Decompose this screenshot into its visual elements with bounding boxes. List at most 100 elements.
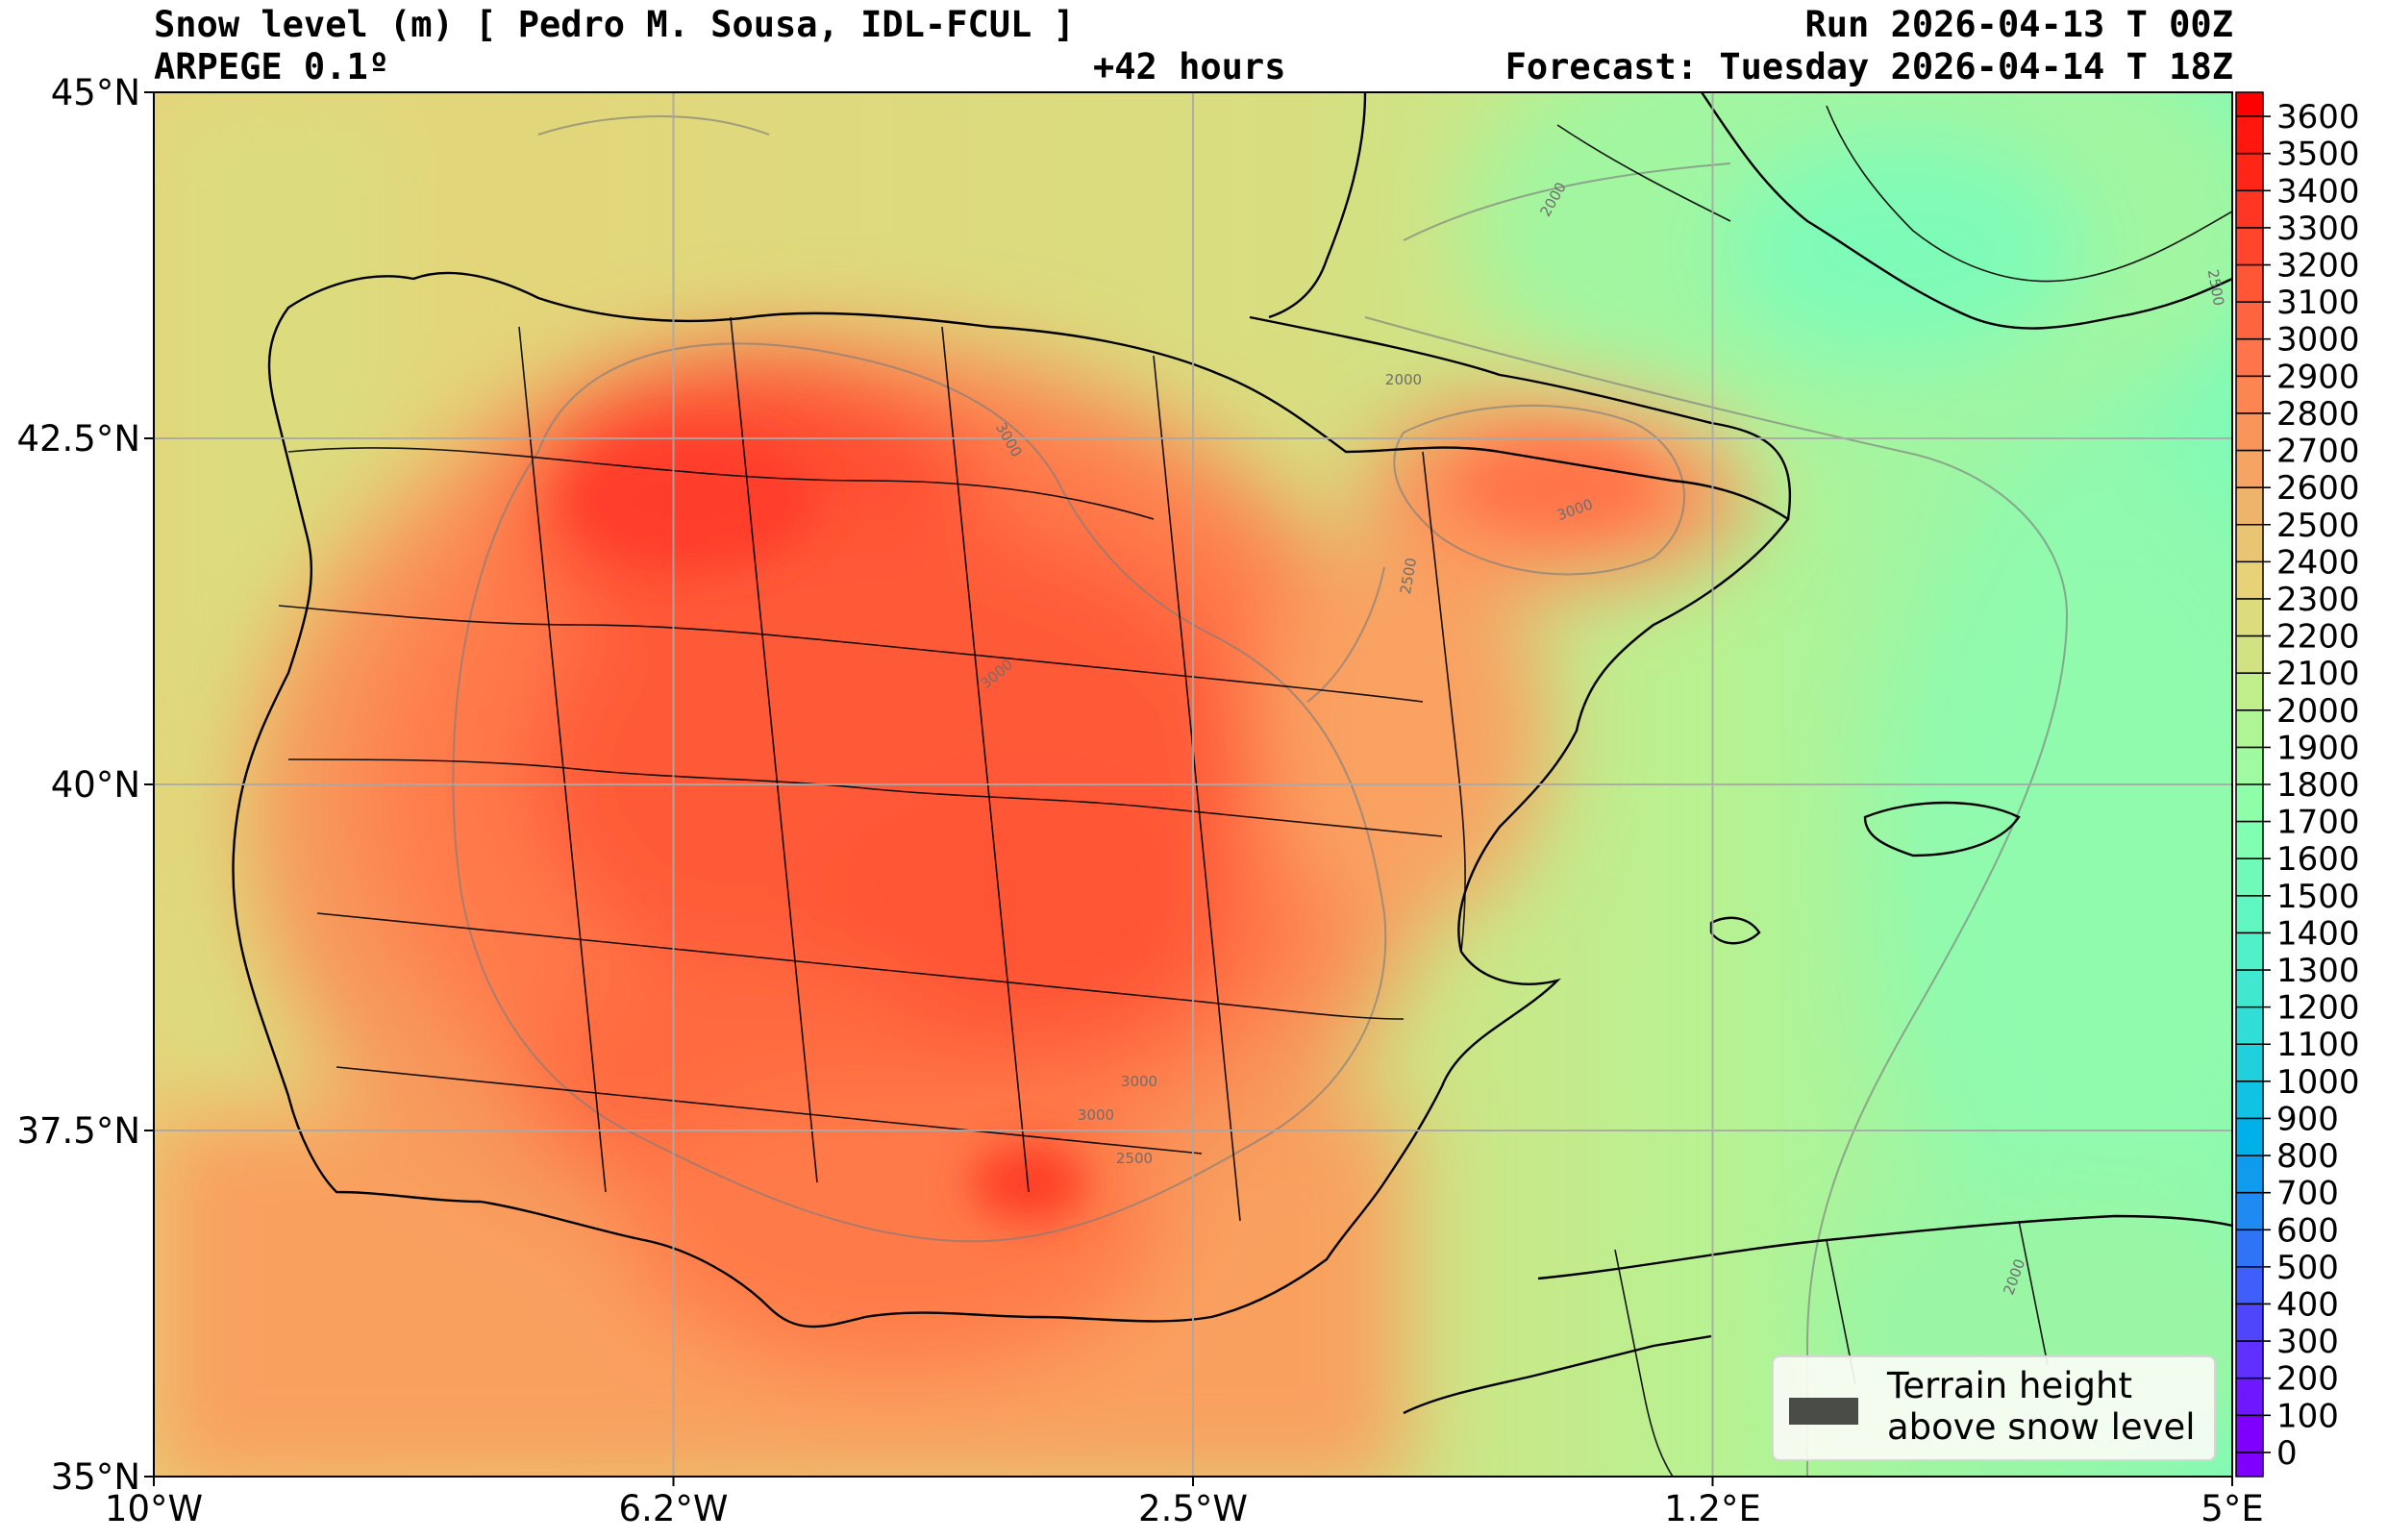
figure-title: Snow level (m) [ Pedro M. Sousa, IDL-FCU… [154, 4, 1075, 45]
contour-label: 2000 [1385, 371, 1422, 388]
colorbar-tick-label: 1500 [2276, 878, 2360, 916]
colorbar-tick-label: 1100 [2276, 1026, 2360, 1064]
colorbar-swatch [2236, 1230, 2263, 1268]
colorbar-tick-label: 1800 [2276, 766, 2360, 805]
snow-level-field: 3000300025002000300030002000250020003000… [154, 92, 2232, 1477]
colorbar-swatch [2236, 636, 2263, 675]
colorbar-swatch [2236, 561, 2263, 600]
colorbar-tick-label: 2100 [2276, 655, 2360, 693]
lead-time-label: +42 hours [1093, 46, 1286, 87]
colorbar-swatch [2236, 413, 2263, 452]
colorbar-swatch [2236, 1081, 2263, 1120]
colorbar-tick-label: 3500 [2276, 136, 2360, 174]
colorbar-swatch [2236, 190, 2263, 229]
colorbar-swatch [2236, 1415, 2263, 1453]
colorbar-tick-label: 3300 [2276, 210, 2360, 248]
colorbar-tick-label: 500 [2276, 1249, 2339, 1287]
colorbar-swatch [2236, 1193, 2263, 1231]
lon-tick-label: 6.2°W [619, 1488, 729, 1529]
colorbar-tick-label: 2200 [2276, 618, 2360, 657]
colorbar-tick-label: 300 [2276, 1323, 2339, 1361]
legend-label: Terrain height above snow level [1887, 1365, 2196, 1448]
colorbar-swatch [2236, 822, 2263, 860]
colorbar-tick-label: 200 [2276, 1360, 2339, 1399]
colorbar-tick-label: 1700 [2276, 804, 2360, 842]
colorbar-frame [2235, 91, 2264, 1478]
colorbar-tick-label: 0 [2276, 1434, 2298, 1473]
colorbar-swatch [2236, 525, 2263, 563]
coastlines-borders [232, 92, 2232, 1415]
colorbar-tick-label: 600 [2276, 1211, 2339, 1250]
colorbar-swatch [2236, 1341, 2263, 1379]
run-label: Run 2026-04-13 T 00Z [1804, 4, 2233, 45]
colorbar: 0100200300400500600700800900100011001200… [2235, 91, 2360, 1478]
colorbar-swatch [2236, 1267, 2263, 1305]
lon-tick-label: 2.5°W [1138, 1488, 1248, 1529]
colorbar-swatch [2236, 710, 2263, 749]
lat-tick-label: 37.5°N [16, 1110, 140, 1152]
colorbar-tick-label: 2000 [2276, 692, 2360, 731]
colorbar-swatch [2236, 1379, 2263, 1417]
colorbar-swatch [2236, 487, 2263, 526]
colorbar-tick-label: 2400 [2276, 543, 2360, 582]
colorbar-tick-label: 1600 [2276, 840, 2360, 879]
contour-label: 3000 [1121, 1073, 1157, 1090]
graticule [154, 92, 2232, 1477]
colorbar-swatch [2236, 896, 2263, 934]
colorbar-tick-label: 800 [2276, 1137, 2339, 1176]
colorbar-swatch [2236, 932, 2263, 972]
colorbar-swatch [2236, 858, 2263, 897]
lat-tick-label: 45°N [51, 72, 140, 113]
colorbar-swatch [2236, 376, 2263, 414]
model-label: ARPEGE 0.1º [154, 46, 390, 87]
legend-swatch [1789, 1398, 1858, 1425]
colorbar-swatch [2236, 1304, 2263, 1343]
colorbar-swatch [2236, 673, 2263, 711]
colorbar-tick-label: 3100 [2276, 284, 2360, 322]
colorbar-tick-label: 2700 [2276, 433, 2360, 471]
lat-tick-label: 40°N [51, 764, 140, 806]
forecast-label: Forecast: Tuesday 2026-04-14 T 18Z [1504, 46, 2233, 87]
colorbar-swatch [2236, 339, 2263, 378]
colorbar-swatch [2236, 265, 2263, 304]
internal-borders [278, 105, 2232, 1477]
colorbar-swatch [2236, 154, 2263, 192]
colorbar-tick-label: 3400 [2276, 172, 2360, 211]
colorbar-swatch [2236, 1155, 2263, 1194]
lat-tick-label: 42.5°N [16, 418, 140, 460]
colorbar-swatch [2236, 784, 2263, 823]
colorbar-swatch [2236, 92, 2263, 117]
contour-label: 2500 [1116, 1150, 1153, 1167]
colorbar-tick-label: 3000 [2276, 321, 2360, 360]
colorbar-tick-label: 2900 [2276, 358, 2360, 396]
lat-tick-label: 35°N [51, 1456, 140, 1498]
colorbar-tick-label: 1400 [2276, 914, 2360, 953]
colorbar-tick-label: 2800 [2276, 395, 2360, 434]
colorbar-swatch [2236, 970, 2263, 1008]
colorbar-tick-label: 2600 [2276, 469, 2360, 508]
colorbar-tick-label: 100 [2276, 1397, 2339, 1435]
colorbar-swatch [2236, 228, 2263, 266]
colorbar-tick-label: 1000 [2276, 1063, 2360, 1102]
colorbar-swatch [2236, 599, 2263, 637]
colorbar-swatch [2236, 302, 2263, 340]
colorbar-swatch [2236, 116, 2263, 155]
colorbar-swatch [2236, 1118, 2263, 1157]
colorbar-swatch [2236, 1007, 2263, 1046]
colorbar-tick-label: 2300 [2276, 581, 2360, 619]
colorbar-tick-label: 3200 [2276, 247, 2360, 286]
colorbar-tick-label: 400 [2276, 1285, 2339, 1324]
contour-label: 3000 [1078, 1106, 1114, 1124]
colorbar-tick-label: 1200 [2276, 989, 2360, 1028]
latitude-axis: 45°N 42.5°N 40°N 37.5°N 35°N [16, 72, 154, 1498]
colorbar-tick-label: 2500 [2276, 507, 2360, 545]
colorbar-tick-label: 1900 [2276, 729, 2360, 767]
lon-tick-label: 1.2°E [1664, 1488, 1761, 1529]
colorbar-swatch [2236, 1044, 2263, 1082]
colorbar-tick-label: 3600 [2276, 98, 2360, 137]
colorbar-tick-label: 900 [2276, 1100, 2339, 1138]
longitude-axis: 10°W 6.2°W 2.5°W 1.2°E 5°E [105, 1477, 2264, 1529]
lon-tick-label: 10°W [105, 1488, 203, 1529]
colorbar-swatch [2236, 1452, 2263, 1477]
